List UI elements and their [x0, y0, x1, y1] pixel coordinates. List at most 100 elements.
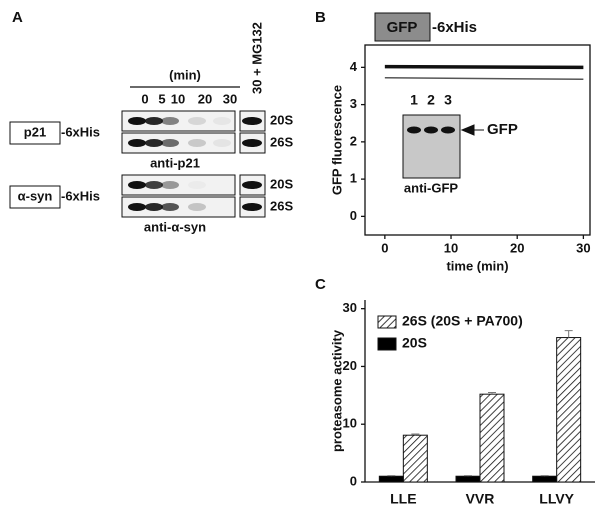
line [384, 77, 584, 81]
band [213, 181, 231, 189]
time-label: 20 [198, 91, 212, 106]
x-axis-label: time (min) [446, 258, 508, 273]
x-tick-label: LLVY [539, 491, 574, 507]
fraction: 26S [270, 198, 293, 213]
bar [402, 434, 428, 483]
band [242, 117, 262, 125]
construct-box [9, 121, 61, 145]
band [188, 117, 206, 125]
construct: p21 [24, 124, 46, 139]
time-label: 10 [171, 91, 185, 106]
fraction: 26S [270, 134, 293, 149]
band [161, 139, 179, 147]
error-bar [488, 391, 496, 395]
band [213, 117, 231, 125]
x-tick-label: LLE [390, 491, 416, 507]
plot-frame [364, 44, 591, 236]
x-tick-label: 10 [444, 240, 458, 255]
band [145, 181, 163, 189]
band [242, 139, 262, 147]
lane-label: 1 [410, 92, 418, 108]
chart-subtitle: -6xHis [432, 19, 477, 36]
control-label: 30 + MG132 [249, 22, 264, 94]
bar [532, 475, 558, 483]
legend-swatch [377, 315, 397, 329]
antibody: anti-α-syn [144, 219, 206, 234]
band [441, 126, 455, 134]
band [128, 203, 146, 211]
band [188, 181, 206, 189]
y-tick-label: 0 [350, 208, 357, 223]
band [145, 139, 163, 147]
bar [556, 337, 582, 483]
y-tick-label: 2 [350, 133, 357, 148]
y-tick-label: 4 [350, 59, 358, 74]
band [145, 117, 163, 125]
panel-label: A [12, 9, 23, 26]
bar [455, 475, 481, 483]
time-label: 30 [223, 91, 237, 106]
legend-label: 20S [402, 335, 427, 351]
arrow [460, 124, 484, 136]
fraction: 20S [270, 176, 293, 191]
x-tick-label: VVR [466, 491, 495, 507]
time-label: 0 [141, 91, 148, 106]
x-tick-label: 0 [381, 240, 388, 255]
lane-label: 2 [427, 92, 435, 108]
y-tick-label: 1 [350, 171, 357, 186]
fraction: 20S [270, 112, 293, 127]
y-tick-label: 30 [343, 300, 357, 315]
band [242, 181, 262, 189]
time-label: 5 [158, 91, 165, 106]
y-tick-label: 20 [343, 358, 357, 373]
band [188, 203, 206, 211]
legend-label: 26S (20S + PA700) [402, 313, 523, 329]
band [145, 203, 163, 211]
x-tick-label: 20 [510, 240, 524, 255]
error-bar [564, 330, 573, 338]
y-axis-label: GFP fluorescence [329, 85, 344, 195]
panel-label: C [315, 276, 326, 293]
bar [378, 475, 404, 483]
band [128, 181, 146, 189]
band [213, 203, 231, 211]
time-unit: (min) [169, 67, 201, 82]
band [161, 203, 179, 211]
band [407, 126, 421, 134]
error-bar [387, 475, 396, 477]
line [384, 64, 584, 70]
chart-title: GFP [387, 19, 418, 36]
construct-box [9, 185, 61, 209]
band [128, 139, 146, 147]
band [213, 139, 231, 147]
tag: -6xHis [61, 124, 100, 139]
legend-swatch [377, 337, 397, 351]
lane-label: 3 [444, 92, 452, 108]
band [161, 117, 179, 125]
x-tick-label: 30 [576, 240, 590, 255]
construct: α-syn [18, 188, 53, 203]
blot-strip [121, 174, 236, 196]
y-tick-label: 10 [343, 416, 357, 431]
y-axis-label: proteasome activity [329, 329, 344, 452]
error-bar [464, 475, 472, 477]
antibody: anti-p21 [150, 155, 200, 170]
band [242, 203, 262, 211]
band [424, 126, 438, 134]
bar [479, 393, 505, 483]
title-box [374, 12, 431, 42]
error-bar [540, 475, 549, 477]
inset-blot [402, 114, 461, 179]
band [161, 181, 179, 189]
inset-antibody: anti-GFP [404, 180, 458, 195]
inset-band: GFP [487, 121, 518, 138]
panel-label: B [315, 9, 326, 26]
y-tick-label: 0 [350, 473, 357, 488]
error-bar [411, 433, 420, 436]
tag: -6xHis [61, 188, 100, 203]
band [188, 139, 206, 147]
band [128, 117, 146, 125]
y-tick-label: 3 [350, 96, 357, 111]
